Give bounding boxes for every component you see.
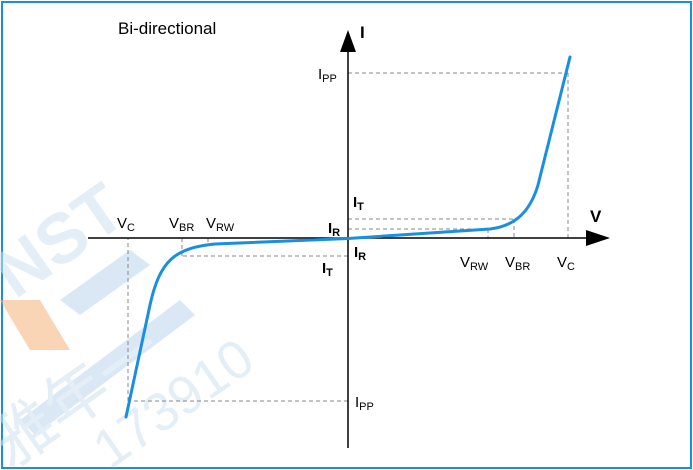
- watermark-logo-text: NST: [0, 168, 138, 312]
- label-it-positive: IT: [353, 194, 364, 213]
- label-ir-positive: IR: [328, 220, 340, 239]
- current-axis-arrow-icon: [340, 30, 356, 52]
- label-vbr-negative: VBR: [169, 215, 194, 234]
- watermark-logo-shape-3: [20, 300, 195, 435]
- label-vc-positive: VC: [557, 254, 575, 273]
- current-axis-label: I: [360, 23, 365, 42]
- iv-curve: [124, 55, 572, 419]
- watermark-logo-shape: [0, 300, 70, 350]
- label-vrw-positive: VRW: [460, 254, 489, 273]
- voltage-axis-label: V: [590, 207, 602, 226]
- label-ir-negative: IR: [354, 244, 366, 263]
- label-vrw-negative: VRW: [206, 215, 235, 234]
- label-ipp-negative: IPP: [355, 394, 374, 413]
- watermark: NST 雅年一 173910: [0, 168, 264, 470]
- voltage-axis-arrow-icon: [586, 230, 610, 246]
- diagram-title: Bi-directional: [118, 19, 216, 38]
- label-vbr-positive: VBR: [505, 254, 530, 273]
- label-ipp-positive: IPP: [318, 66, 337, 85]
- label-vc-negative: VC: [117, 215, 135, 234]
- label-it-negative: IT: [322, 260, 333, 279]
